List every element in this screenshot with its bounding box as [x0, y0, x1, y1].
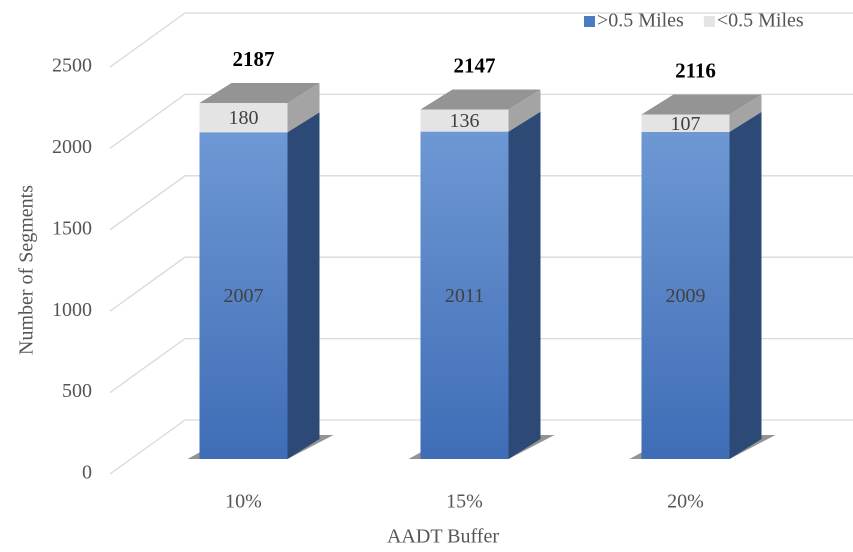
value-label: 180: [229, 107, 259, 129]
legend-label: <0.5 Miles: [717, 10, 804, 32]
grid-line: [109, 419, 853, 475]
y-tick-label: 2500: [52, 55, 92, 77]
legend-swatch: [584, 16, 595, 27]
legend-label: >0.5 Miles: [597, 10, 684, 32]
bar-side: [729, 111, 762, 459]
value-label: 2009: [666, 285, 706, 307]
x-tick-label: 10%: [225, 491, 262, 513]
grid-line: [109, 12, 853, 68]
grid-line: [109, 256, 853, 312]
bar-segment: [420, 109, 509, 132]
bar-segment: [641, 131, 730, 459]
x-tick-label: 15%: [446, 491, 483, 513]
value-label: 2011: [445, 285, 484, 307]
y-tick-label: 500: [62, 380, 92, 402]
bar-side: [287, 82, 320, 133]
grid-line: [109, 337, 853, 394]
grid-line: [109, 175, 853, 231]
x-tick-label: 20%: [667, 491, 704, 513]
bar-segment: [199, 132, 288, 459]
grid-line: [109, 93, 853, 149]
bar-segment: [199, 102, 288, 133]
bar-side: [508, 89, 541, 132]
bar-segment: [641, 114, 730, 132]
y-tick-label: 1500: [52, 217, 92, 239]
total-label: 2187: [233, 47, 275, 71]
y-tick-label: 0: [82, 462, 92, 484]
total-label: 2147: [454, 53, 496, 77]
value-label: 136: [450, 110, 480, 132]
bar-top: [420, 89, 541, 110]
bar-side: [287, 112, 320, 459]
value-label: 2007: [224, 285, 264, 307]
bar-top: [641, 94, 762, 115]
bar-top: [199, 82, 320, 103]
value-label: 107: [671, 113, 701, 135]
bar-segment: [420, 131, 509, 460]
legend-swatch: [703, 16, 715, 27]
x-axis-title: AADT Buffer: [387, 526, 499, 548]
y-axis-title: Number of Segments: [16, 185, 38, 355]
y-tick-label: 1000: [52, 299, 92, 321]
y-tick-label: 2000: [52, 136, 92, 158]
bar-side: [729, 94, 762, 132]
bar-side: [508, 111, 541, 460]
total-label: 2116: [675, 58, 716, 82]
